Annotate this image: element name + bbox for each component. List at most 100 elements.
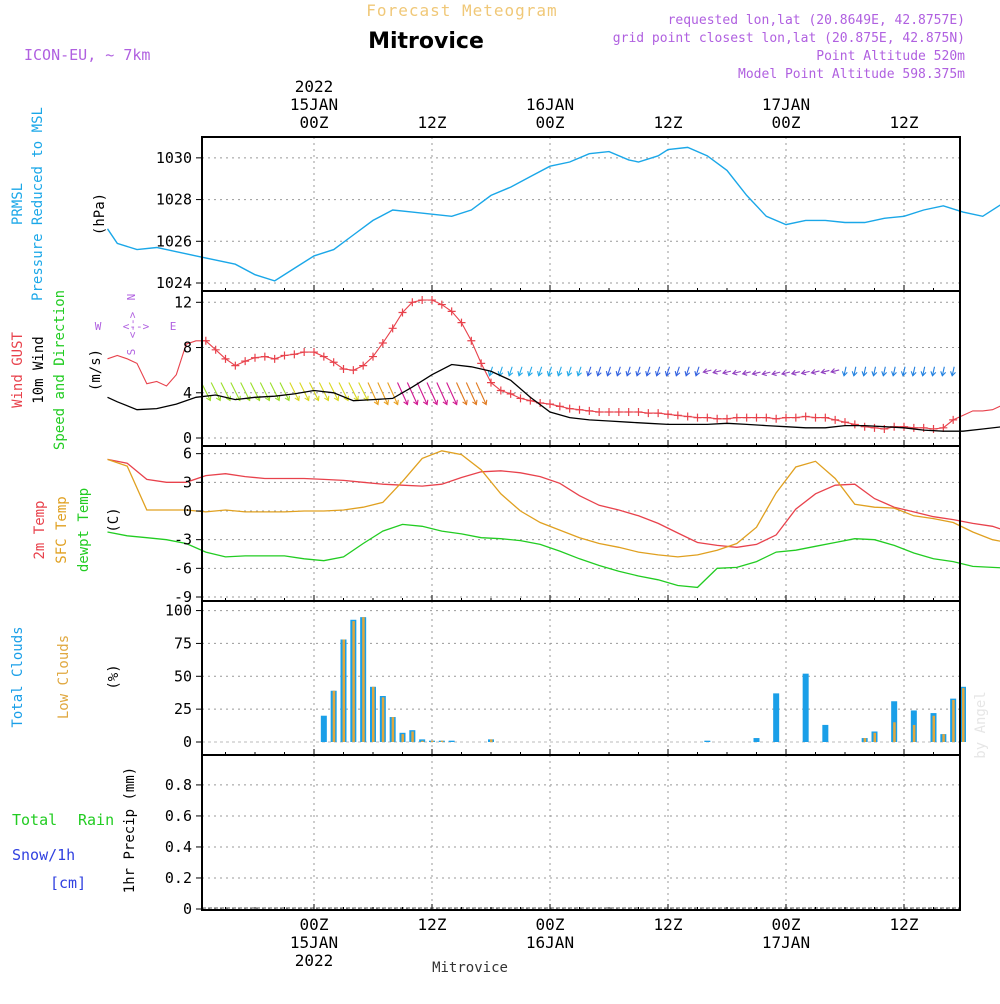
y-tick-label: 0.4 <box>165 838 192 856</box>
bottom-date-17jan: 17JAN <box>762 933 810 952</box>
y-tick-label: -6 <box>174 559 192 577</box>
y-tick-label: 25 <box>174 700 192 718</box>
bottom-tick-12z-16: 12Z <box>654 915 683 934</box>
y-tick-label: 8 <box>183 339 192 357</box>
p2-label-speed: Speed and Direction <box>52 290 68 450</box>
p1-label-pressure: Pressure Reduced to MSL <box>30 107 46 301</box>
bar-low-clouds <box>490 739 493 742</box>
top-tick-12z-15: 12Z <box>418 113 447 132</box>
p4-unit: (%) <box>106 664 122 689</box>
y-tick-label: 50 <box>174 667 192 685</box>
bar-low-clouds <box>343 639 346 742</box>
bar-total-clouds <box>773 693 779 742</box>
p5-label-cm: [cm] <box>50 874 86 892</box>
model-label: ICON-EU, ~ 7km <box>24 46 150 64</box>
y-tick-label: 0.8 <box>165 776 192 794</box>
grid-coords: grid point closest lon,lat (20.875E, 42.… <box>613 31 965 46</box>
top-tick-00z-16: 00Z <box>536 113 565 132</box>
y-tick-label: 6 <box>183 445 192 463</box>
compass-east: E <box>170 320 177 333</box>
bar-total-clouds <box>822 725 828 742</box>
p5-label-rain: Rain <box>78 811 114 829</box>
top-tick-00z-15: 00Z <box>300 113 329 132</box>
p2-label-wind: 10m Wind <box>31 336 47 403</box>
compass-arrows-v: <--> <box>126 311 139 338</box>
top-tick-00z-17: 00Z <box>772 113 801 132</box>
bar-low-clouds <box>402 734 405 742</box>
y-tick-label: 0.6 <box>165 807 192 825</box>
y-tick-label: 3 <box>183 473 192 491</box>
bottom-tick-00z-16: 00Z <box>536 915 565 934</box>
y-tick-label: 12 <box>174 293 192 311</box>
y-tick-label: 1030 <box>156 149 192 167</box>
bar-low-clouds <box>333 691 336 742</box>
y-tick-label: 1024 <box>156 274 192 292</box>
bar-low-clouds <box>431 741 434 742</box>
p3-label-sfc: SFC Temp <box>54 496 70 563</box>
y-tick-label: 0 <box>183 502 192 520</box>
y-tick-label: 75 <box>174 634 192 652</box>
model-altitude: Model Point Altitude 598.375m <box>738 67 965 82</box>
bar-total-clouds <box>449 741 455 742</box>
bar-total-clouds <box>803 674 809 742</box>
bar-low-clouds <box>913 725 916 742</box>
top-date-15jan: 15JAN <box>290 95 338 114</box>
y-tick-label: 1026 <box>156 232 192 250</box>
bar-low-clouds <box>864 738 867 742</box>
bottom-tick-12z-15: 12Z <box>418 915 447 934</box>
bar-low-clouds <box>942 734 945 742</box>
bar-low-clouds <box>362 617 365 742</box>
p3-label-dew: dewpt Temp <box>76 488 92 572</box>
p3-label-t2m: 2m Temp <box>32 500 48 559</box>
p4-label-low: Low Clouds <box>56 635 72 719</box>
y-tick-label: 1028 <box>156 191 192 209</box>
bar-low-clouds <box>952 700 955 742</box>
p2-label-gust: Wind GUST <box>10 332 26 408</box>
chart-title: Forecast Meteogram <box>366 1 557 20</box>
p3-unit: (C) <box>106 507 122 532</box>
compass-north: N <box>125 294 138 301</box>
p4-label-total: Total Clouds <box>10 626 26 727</box>
y-tick-label: 4 <box>183 384 192 402</box>
bar-low-clouds <box>933 716 936 742</box>
p5-label-total: Total <box>12 811 57 829</box>
bar-total-clouds <box>704 741 710 742</box>
p1-label-prmsl: PRMSL <box>10 183 26 225</box>
bar-low-clouds <box>962 688 965 742</box>
credit-label: by Angel <box>973 691 989 758</box>
point-altitude: Point Altitude 520m <box>816 49 965 64</box>
compass-south: S <box>125 349 138 356</box>
top-tick-12z-16: 12Z <box>654 113 683 132</box>
bar-low-clouds <box>441 741 444 742</box>
y-tick-label: 0.2 <box>165 869 192 887</box>
p1-unit: (hPa) <box>92 193 108 235</box>
bar-low-clouds <box>382 697 385 742</box>
footer-location: Mitrovice <box>432 960 508 976</box>
top-tick-12z-17: 12Z <box>890 113 919 132</box>
bar-total-clouds <box>754 738 760 742</box>
bottom-year-label: 2022 <box>295 951 334 970</box>
top-year-label: 2022 <box>295 77 334 96</box>
bar-low-clouds <box>352 621 355 742</box>
top-date-17jan: 17JAN <box>762 95 810 114</box>
bar-low-clouds <box>372 687 375 742</box>
bottom-tick-12z-17: 12Z <box>890 915 919 934</box>
p2-unit: (m/s) <box>88 349 104 391</box>
bottom-date-16jan: 16JAN <box>526 933 574 952</box>
p5-label-snow: Snow/1h <box>12 846 75 864</box>
y-tick-label: 100 <box>165 602 192 620</box>
y-tick-label: -3 <box>174 531 192 549</box>
bar-low-clouds <box>411 731 414 742</box>
bottom-tick-00z-17: 00Z <box>772 915 801 934</box>
bottom-date-15jan: 15JAN <box>290 933 338 952</box>
location-title: Mitrovice <box>368 29 484 54</box>
requested-coords: requested lon,lat (20.8649E, 42.8757E) <box>668 13 965 28</box>
bar-low-clouds <box>874 733 877 742</box>
bar-low-clouds <box>421 741 424 742</box>
p5-unit: 1hr Precip (mm) <box>122 767 138 893</box>
bar-low-clouds <box>392 717 395 742</box>
top-date-16jan: 16JAN <box>526 95 574 114</box>
bar-low-clouds <box>893 722 896 742</box>
